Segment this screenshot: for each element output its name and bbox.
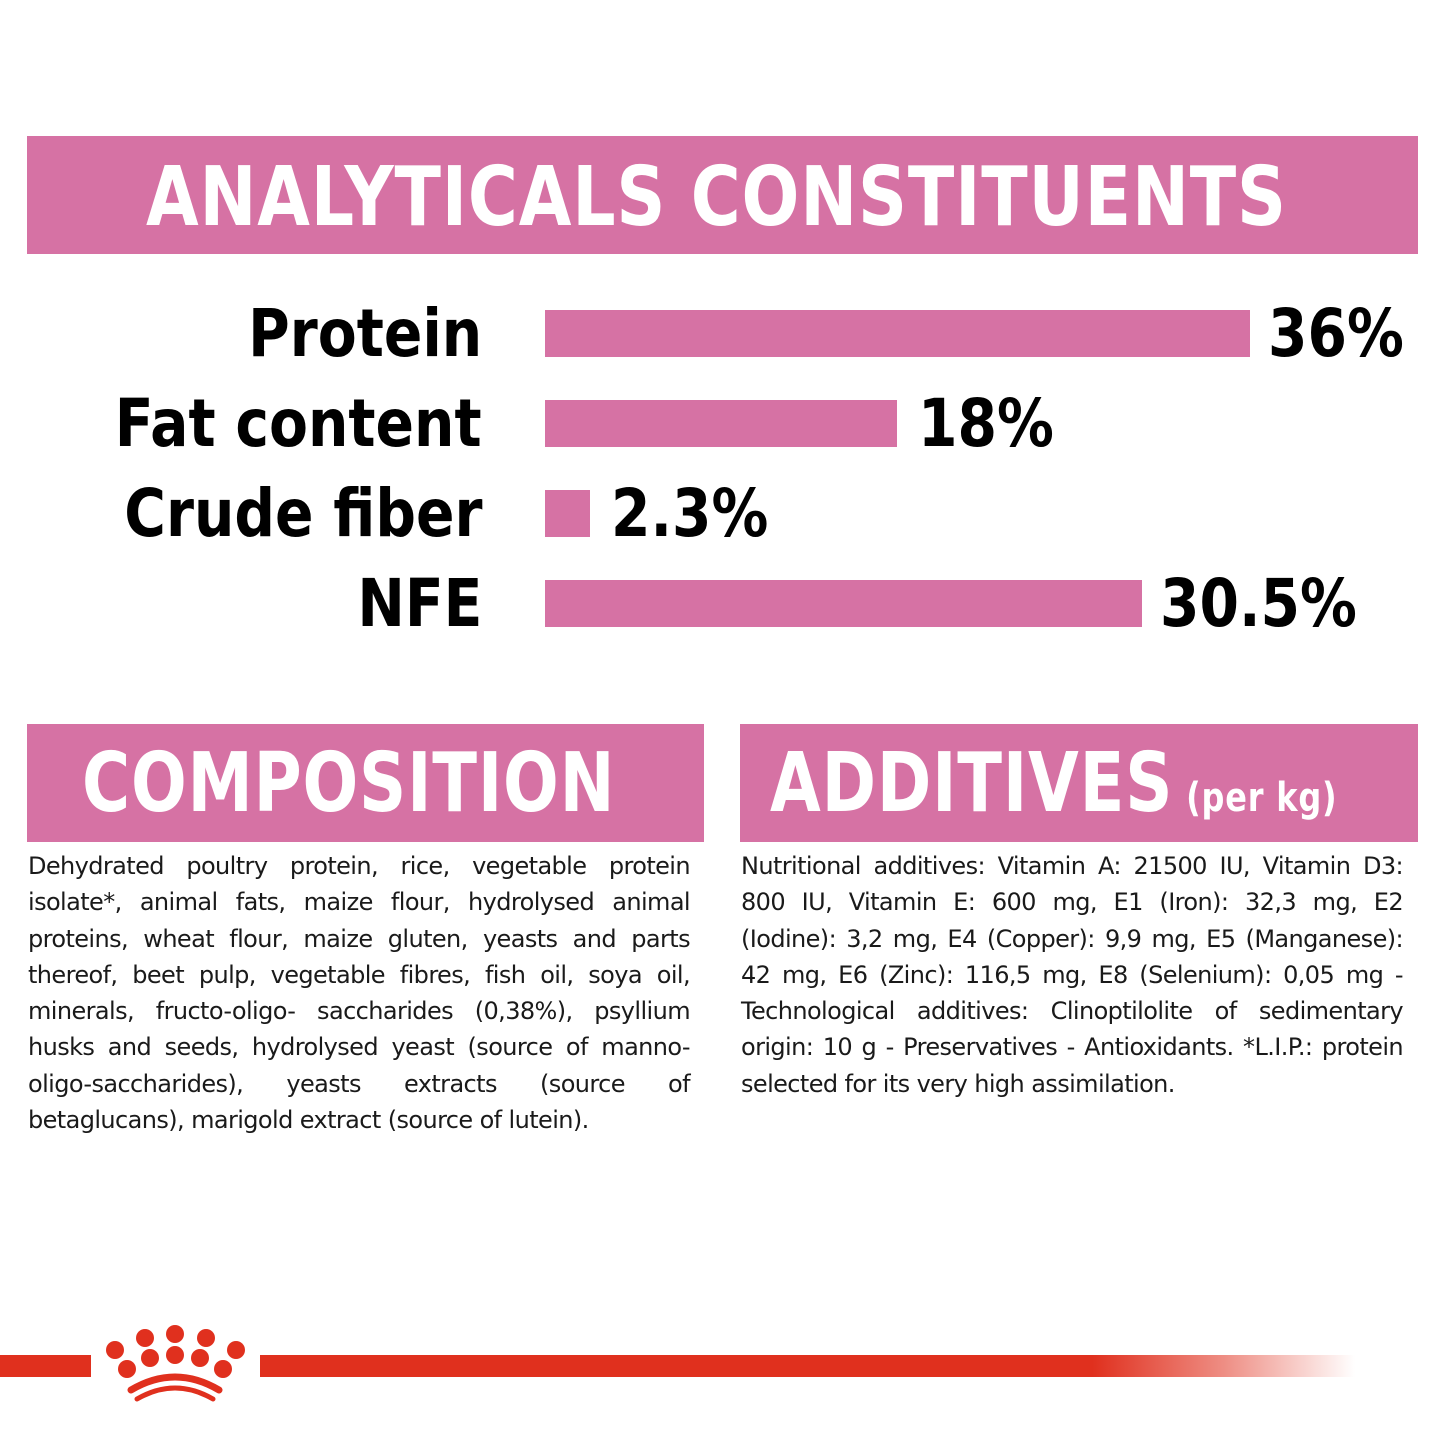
footer-stripe-left [0, 1355, 91, 1377]
row-label-crude-fiber: Crude fiber [123, 475, 482, 552]
footer-stripe-right [260, 1355, 1355, 1377]
bar-crude-fiber [545, 490, 590, 537]
value-protein: 36% [1268, 295, 1404, 372]
additives-title-wrap: ADDITIVES (per kg) [770, 736, 1337, 831]
additives-text: Nutritional additives: Vitamin A: 21500 … [741, 852, 1404, 1098]
row-label-protein: Protein [247, 295, 482, 372]
section-title: ANALYTICALS CONSTITUENTS [146, 150, 1287, 245]
bar-fat-content [545, 400, 897, 447]
value-crude-fiber: 2.3% [611, 475, 769, 552]
additives-title: ADDITIVES [770, 736, 1174, 831]
value-nfe: 30.5% [1160, 565, 1357, 642]
row-label-fat-content: Fat content [115, 385, 482, 462]
composition-text: Dehydrated poultry protein, rice, vegeta… [28, 852, 691, 1135]
bar-protein [545, 310, 1250, 357]
composition-title: COMPOSITION [82, 736, 616, 831]
row-label-nfe: NFE [356, 565, 482, 642]
analytical-constituents-banner: ANALYTICALS CONSTITUENTS [27, 136, 1418, 254]
additives-subtitle: (per kg) [1186, 775, 1338, 821]
additives-banner: ADDITIVES (per kg) [740, 724, 1418, 842]
value-fat-content: 18% [918, 385, 1054, 462]
crown-logo-icon [106, 1325, 245, 1402]
composition-banner: COMPOSITION [27, 724, 704, 842]
bar-nfe [545, 580, 1142, 627]
